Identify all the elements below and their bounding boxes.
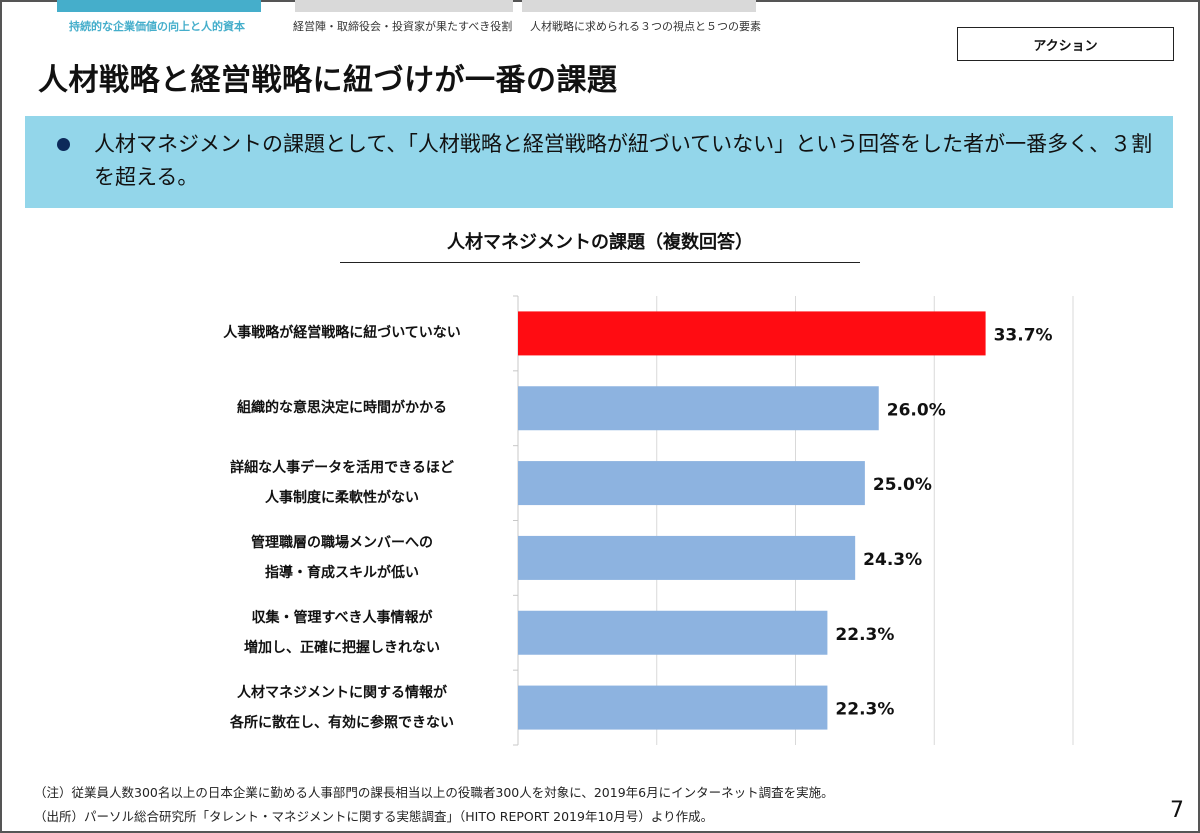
nav-tab-bar[interactable] — [522, 0, 756, 12]
bar — [518, 610, 828, 655]
bar — [518, 311, 986, 356]
category-label: 人事戦略が経営戦略に紐づいていない — [223, 325, 461, 342]
data-label: 24.3% — [863, 550, 922, 570]
nav-tab-bar[interactable] — [295, 0, 513, 12]
footnote-note: （注）従業員人数300名以上の日本企業に勤める人事部門の課長相当以上の役職者30… — [34, 785, 834, 800]
category-label: 収集・管理すべき人事情報が 増加し、正確に把握しきれない — [244, 609, 440, 656]
bullet-icon — [57, 138, 70, 151]
category-label: 管理職層の職場メンバーへの 指導・育成スキルが低い — [251, 534, 433, 581]
bar — [518, 535, 856, 580]
action-label: アクション — [1033, 38, 1098, 54]
data-label: 22.3% — [835, 700, 894, 720]
data-label: 22.3% — [835, 625, 894, 645]
bar — [518, 386, 879, 431]
summary-text: 人材マネジメントの課題として、「人材戦略と経営戦略が紐づいていない」という回答を… — [94, 132, 1153, 189]
data-label: 33.7% — [994, 325, 1053, 345]
summary-callout — [25, 116, 1173, 208]
chart-title: 人材マネジメントの課題（複数回答） — [447, 232, 753, 253]
chart-title-underline — [340, 262, 860, 263]
footnote-source: （出所）パーソル総合研究所「タレント・マネジメントに関する実態調査」（HITO … — [34, 809, 714, 824]
bar — [518, 685, 828, 730]
category-label: 組織的な意思決定に時間がかかる — [237, 400, 447, 417]
page-number: 7 — [1170, 798, 1184, 823]
nav-tab-bar-active[interactable] — [57, 0, 261, 12]
bar — [518, 461, 865, 506]
nav-tab-label-active[interactable]: 持続的な企業価値の向上と人的資本 — [69, 20, 245, 33]
action-label-box: アクション — [957, 27, 1174, 61]
category-label: 人材マネジメントに関する情報が 各所に散在し、有効に参照できない — [230, 684, 454, 731]
nav-tab-label[interactable]: 人材戦略に求められる３つの視点と５つの要素 — [530, 20, 761, 33]
nav-tab-label[interactable]: 経営陣・取締役会・投資家が果たすべき役割 — [293, 20, 513, 33]
data-label: 26.0% — [887, 400, 946, 420]
data-label: 25.0% — [873, 475, 932, 495]
page-title: 人材戦略と経営戦略に紐づけが一番の課題 — [38, 63, 618, 98]
category-label: 詳細な人事データを活用できるほど 人事制度に柔軟性がない — [230, 460, 454, 507]
